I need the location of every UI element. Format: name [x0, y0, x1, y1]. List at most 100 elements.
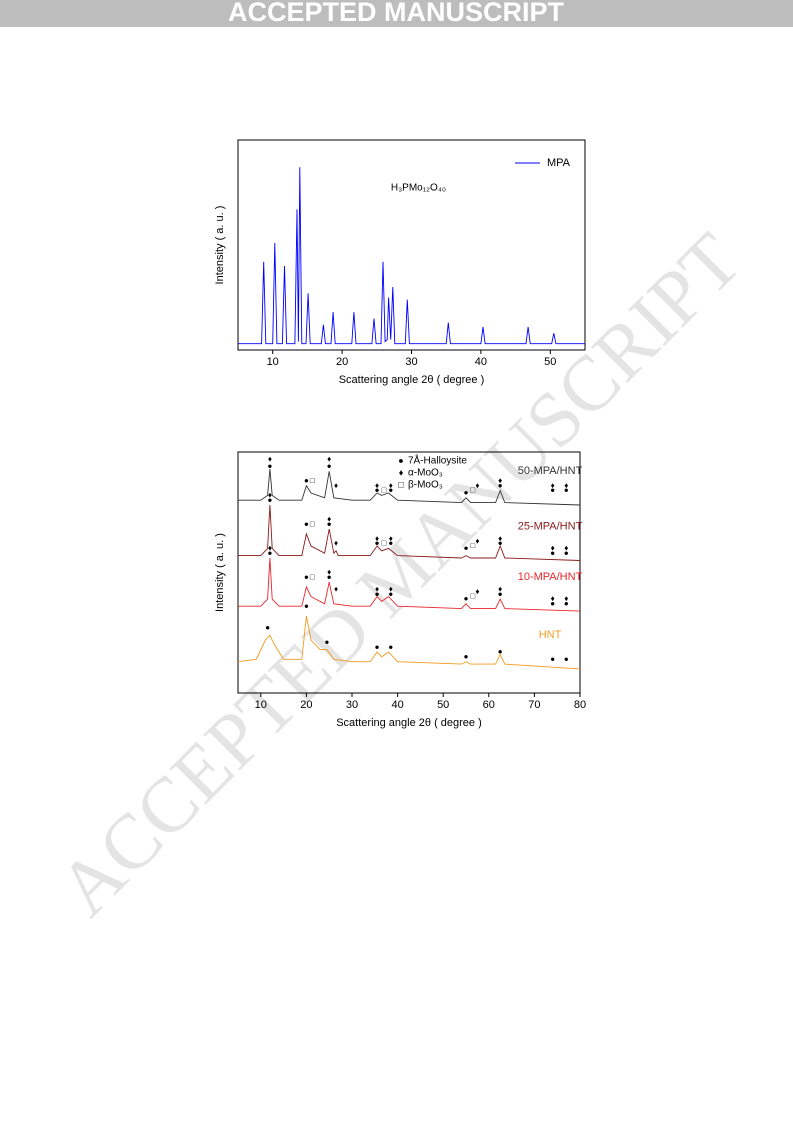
- peak-marker: ♦: [389, 481, 393, 490]
- peak-marker: ♦: [564, 544, 568, 553]
- x-tick-label: 40: [475, 356, 487, 368]
- x-tick-label: 30: [346, 699, 358, 711]
- series-line: [238, 167, 585, 345]
- peak-marker: ♦: [498, 476, 502, 485]
- x-tick-label: 70: [528, 699, 540, 711]
- peak-marker: ●: [464, 488, 469, 497]
- legend-symbol: □: [398, 479, 404, 489]
- peak-marker: ●: [464, 652, 469, 661]
- peak-marker: □: [470, 592, 475, 601]
- peak-marker: ●: [388, 539, 393, 548]
- series-label: 25-MPA/HNT: [518, 521, 583, 533]
- peak-marker: ●: [498, 539, 503, 548]
- peak-marker: ●: [327, 519, 332, 528]
- x-tick-label: 20: [336, 356, 348, 368]
- peak-marker: ●: [550, 654, 555, 663]
- peak-marker: ♦: [268, 454, 272, 463]
- legend-label: β-MoO₃: [408, 480, 443, 491]
- peak-marker: ●: [327, 572, 332, 581]
- peak-marker: ●: [550, 486, 555, 495]
- peak-marker: ●: [304, 476, 309, 485]
- peak-marker: □: [470, 486, 475, 495]
- peak-marker: ♦: [268, 490, 272, 499]
- peak-marker: ●: [267, 495, 272, 504]
- banner: ACCEPTED MANUSCRIPT: [228, 0, 565, 27]
- peak-marker: □: [470, 541, 475, 550]
- peak-marker: ●: [464, 594, 469, 603]
- series-label: 10-MPA/HNT: [518, 571, 583, 583]
- legend-symbol: ♦: [399, 467, 404, 477]
- peak-marker: ●: [498, 481, 503, 490]
- annotation: H₃PMo₁₂O₄₀: [391, 183, 446, 194]
- peak-marker: ●: [375, 486, 380, 495]
- x-tick-label: 20: [300, 699, 312, 711]
- plot-frame: [237, 139, 586, 351]
- peak-marker: ●: [388, 642, 393, 651]
- peak-marker: □: [310, 476, 315, 485]
- peak-marker: ●: [375, 642, 380, 651]
- peak-marker: □: [310, 572, 315, 581]
- peak-marker: ●: [388, 486, 393, 495]
- y-axis-label: Intensity ( a. u. ): [214, 206, 226, 285]
- peak-marker: ♦: [334, 584, 338, 593]
- legend-label: α-MoO₃: [408, 468, 443, 479]
- peak-marker: ●: [564, 654, 569, 663]
- peak-marker: ●: [265, 623, 270, 632]
- peak-marker: ●: [375, 539, 380, 548]
- peak-marker: ♦: [327, 568, 331, 577]
- x-axis-label: Scattering angle 2θ ( degree ): [339, 374, 485, 386]
- x-axis-label: Scattering angle 2θ ( degree ): [336, 717, 482, 729]
- peak-marker: ♦: [564, 481, 568, 490]
- peak-marker: ♦: [475, 481, 479, 490]
- peak-marker: ●: [304, 572, 309, 581]
- peak-marker: ●: [375, 589, 380, 598]
- legend-label: 7Å-Halloysite: [408, 454, 467, 467]
- peak-marker: ♦: [498, 534, 502, 543]
- peak-marker: ●: [267, 548, 272, 557]
- peak-marker: ●: [564, 548, 569, 557]
- peak-marker: □: [381, 486, 386, 495]
- peak-marker: ♦: [327, 515, 331, 524]
- series-label: HNT: [539, 629, 562, 641]
- x-tick-label: 50: [437, 699, 449, 711]
- peak-marker: ♦: [268, 544, 272, 553]
- series-line: [238, 557, 581, 612]
- series-line: [238, 468, 581, 506]
- peak-marker: ♦: [389, 534, 393, 543]
- peak-marker: ●: [498, 647, 503, 656]
- peak-marker: ♦: [334, 539, 338, 548]
- peak-marker: ♦: [389, 584, 393, 593]
- x-tick-label: 80: [574, 699, 586, 711]
- peak-marker: ●: [327, 462, 332, 471]
- peak-marker: ●: [550, 599, 555, 608]
- peak-marker: ♦: [551, 594, 555, 603]
- peak-marker: ●: [464, 544, 469, 553]
- peak-marker: □: [381, 539, 386, 548]
- peak-marker: ♦: [475, 536, 479, 545]
- peak-marker: ●: [388, 589, 393, 598]
- peak-marker: ♦: [551, 544, 555, 553]
- peak-marker: ●: [564, 486, 569, 495]
- x-tick-label: 10: [267, 356, 279, 368]
- peak-marker: ●: [267, 462, 272, 471]
- peak-marker: ●: [550, 548, 555, 557]
- peak-marker: ●: [564, 599, 569, 608]
- peak-marker: ●: [304, 601, 309, 610]
- watermark: ACCEPTED MANUSCRIPT: [41, 216, 757, 932]
- plot-frame: [237, 451, 581, 694]
- peak-marker: ♦: [375, 584, 379, 593]
- x-tick-label: 40: [391, 699, 403, 711]
- peak-marker: ♦: [327, 454, 331, 463]
- series-line: [237, 615, 581, 670]
- peak-marker: ●: [304, 519, 309, 528]
- legend-label: MPA: [547, 157, 571, 169]
- peak-marker: ♦: [564, 594, 568, 603]
- legend-symbol: ●: [398, 455, 403, 465]
- peak-marker: ♦: [498, 584, 502, 593]
- peak-marker: ●: [324, 637, 329, 646]
- peak-marker: ●: [498, 589, 503, 598]
- peak-marker: ♦: [551, 481, 555, 490]
- peak-marker: ♦: [375, 481, 379, 490]
- peak-marker: □: [310, 519, 315, 528]
